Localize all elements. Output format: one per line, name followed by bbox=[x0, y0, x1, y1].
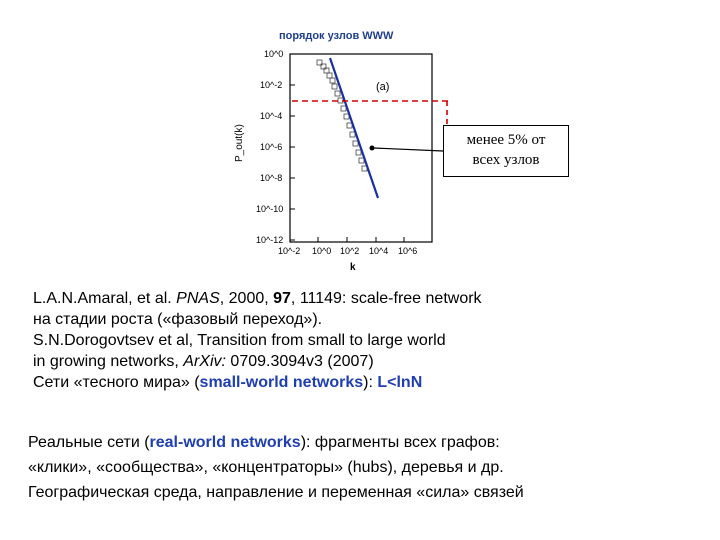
y-tick-label: 10^-8 bbox=[260, 173, 282, 183]
references-block: L.A.N.Amaral, et al. PNAS, 2000, 97, 111… bbox=[33, 288, 673, 393]
real-text: Реальные сети ( bbox=[28, 434, 150, 451]
y-tick-label: 10^-10 bbox=[256, 204, 283, 214]
ref-line: S.N.Dorogovtsev et al, Transition from s… bbox=[33, 332, 446, 349]
x-axis-label: k bbox=[350, 262, 356, 273]
journal-name: PNAS bbox=[176, 290, 220, 307]
x-tick-label: 10^2 bbox=[340, 246, 359, 256]
y-tick-label: 10^-2 bbox=[260, 80, 282, 90]
callout-line: всех узлов bbox=[472, 152, 540, 168]
ref-text: , 2000, bbox=[219, 290, 274, 307]
y-tick-marks bbox=[290, 53, 405, 242]
ref-text: 0709.3094v3 (2007) bbox=[225, 353, 374, 370]
x-tick-label: 10^0 bbox=[312, 246, 331, 256]
formula: L<lnN bbox=[377, 374, 423, 391]
y-tick-label: 10^0 bbox=[264, 49, 283, 59]
x-tick-label: 10^4 bbox=[369, 246, 388, 256]
ref-line: L.A.N.Amaral, et al. PNAS, 2000, 97, 111… bbox=[33, 288, 673, 309]
panel-label: (a) bbox=[376, 81, 389, 93]
real-text: ): фрагменты всех графов: bbox=[300, 434, 500, 451]
ref-line: Сети «тесного мира» (small-world network… bbox=[33, 372, 673, 393]
callout-arrow-head bbox=[369, 145, 375, 151]
ref-text: Сети «тесного мира» ( bbox=[33, 374, 200, 391]
real-networks-block: Реальные сети (real-world networks): фра… bbox=[28, 430, 708, 505]
callout-arrow bbox=[373, 147, 444, 152]
real-line: «клики», «сообщества», «концентраторы» (… bbox=[28, 459, 504, 476]
ref-text: in growing networks, bbox=[33, 353, 184, 370]
real-line: Географическая среда, направление и пере… bbox=[28, 484, 524, 501]
ref-text: , 11149: scale-free network bbox=[290, 290, 482, 307]
y-tick-label: 10^-6 bbox=[260, 142, 282, 152]
x-tick-label: 10^6 bbox=[398, 246, 417, 256]
real-line: Реальные сети (real-world networks): фра… bbox=[28, 430, 708, 455]
callout-line: менее 5% от bbox=[466, 132, 546, 148]
ref-line: in growing networks, ArXiv: 0709.3094v3 … bbox=[33, 351, 673, 372]
ref-line: на стадии роста («фазовый переход»). bbox=[33, 311, 323, 328]
degree-distribution-plot: 10^0 10^-2 10^-4 10^-6 10^-8 10^-10 10^-… bbox=[234, 49, 448, 273]
ref-text: L.A.N.Amaral, et al. bbox=[33, 290, 177, 307]
figure-title: порядок узлов WWW bbox=[279, 30, 394, 42]
data-points bbox=[316, 59, 368, 172]
arxiv-label: ArXiv: bbox=[183, 353, 226, 370]
y-tick-label: 10^-12 bbox=[256, 235, 283, 245]
real-world-term: real-world networks bbox=[149, 434, 301, 451]
plot-frame bbox=[289, 53, 433, 243]
ref-text: ): bbox=[363, 374, 378, 391]
callout-box: менее 5% от всех узлов bbox=[443, 125, 569, 177]
y-axis-label: P_out(k) bbox=[234, 124, 245, 162]
small-world-term: small-world networks bbox=[199, 374, 364, 391]
power-law-fit-line bbox=[328, 57, 380, 199]
y-tick-label: 10^-4 bbox=[260, 111, 282, 121]
x-tick-label: 10^-2 bbox=[278, 246, 300, 256]
volume-number: 97 bbox=[273, 290, 291, 307]
